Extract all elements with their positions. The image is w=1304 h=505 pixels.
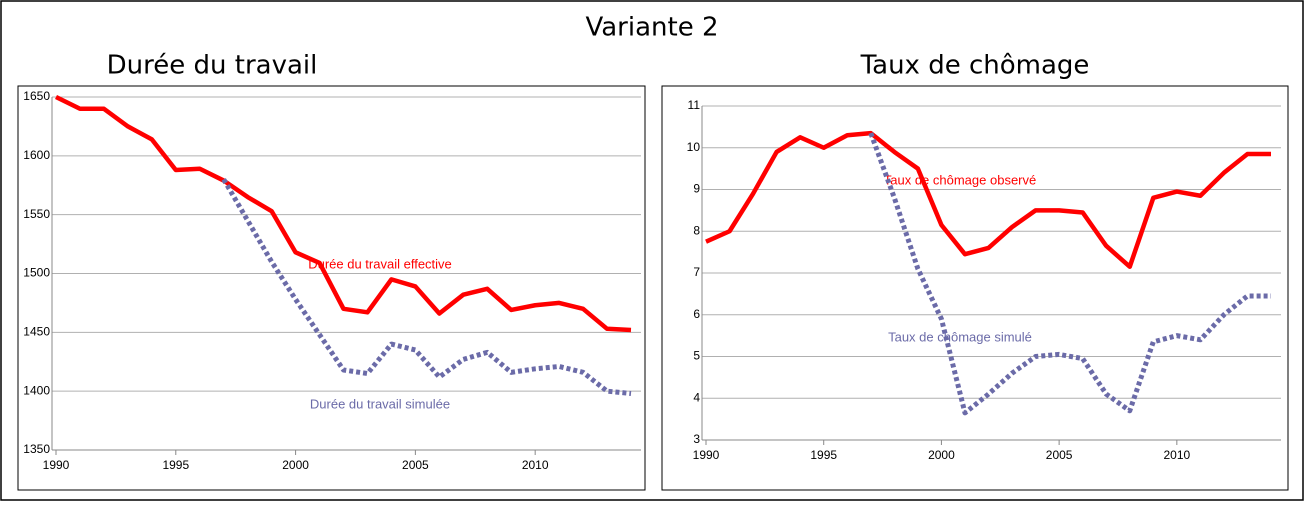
series-line <box>55 94 632 333</box>
series-line <box>705 130 1271 269</box>
x-tick-label: 2010 <box>522 458 549 472</box>
x-tick-label: 2005 <box>1046 448 1073 462</box>
series-label: Durée du travail effective <box>308 256 452 271</box>
x-tick-label: 2000 <box>282 458 309 472</box>
y-tick-label: 5 <box>693 349 700 363</box>
x-tick-label: 2000 <box>928 448 955 462</box>
series-label: Durée du travail simulée <box>310 396 450 411</box>
chart-title: Durée du travail <box>107 51 318 81</box>
series-line <box>868 132 1271 416</box>
series-line <box>221 178 632 397</box>
y-tick-label: 9 <box>693 182 700 196</box>
x-tick-label: 1990 <box>43 458 70 472</box>
y-tick-label: 1600 <box>23 148 50 162</box>
y-tick-label: 1550 <box>23 207 50 221</box>
series-label: Taux de chômage observé <box>884 172 1036 187</box>
x-tick-label: 1995 <box>810 448 837 462</box>
y-tick-label: 6 <box>693 307 700 321</box>
chart-title: Taux de chômage <box>860 51 1090 81</box>
y-tick-label: 3 <box>693 432 700 446</box>
y-tick-label: 1400 <box>23 383 50 397</box>
x-tick-label: 1995 <box>162 458 189 472</box>
y-tick-label: 8 <box>693 223 700 237</box>
panel-frame <box>661 85 1289 491</box>
series-label: Taux de chômage simulé <box>888 329 1032 344</box>
y-tick-label: 10 <box>687 140 701 154</box>
y-tick-label: 1350 <box>23 442 50 456</box>
y-tick-label: 1500 <box>23 266 50 280</box>
x-tick-label: 2005 <box>402 458 429 472</box>
y-tick-label: 1450 <box>23 325 50 339</box>
y-tick-label: 4 <box>693 390 700 404</box>
y-tick-label: 11 <box>688 98 701 112</box>
x-tick-label: 1990 <box>693 448 720 462</box>
y-tick-label: 1650 <box>23 89 50 103</box>
y-tick-label: 7 <box>693 265 700 279</box>
main-title: Variante 2 <box>585 13 718 43</box>
x-tick-label: 2010 <box>1163 448 1190 462</box>
